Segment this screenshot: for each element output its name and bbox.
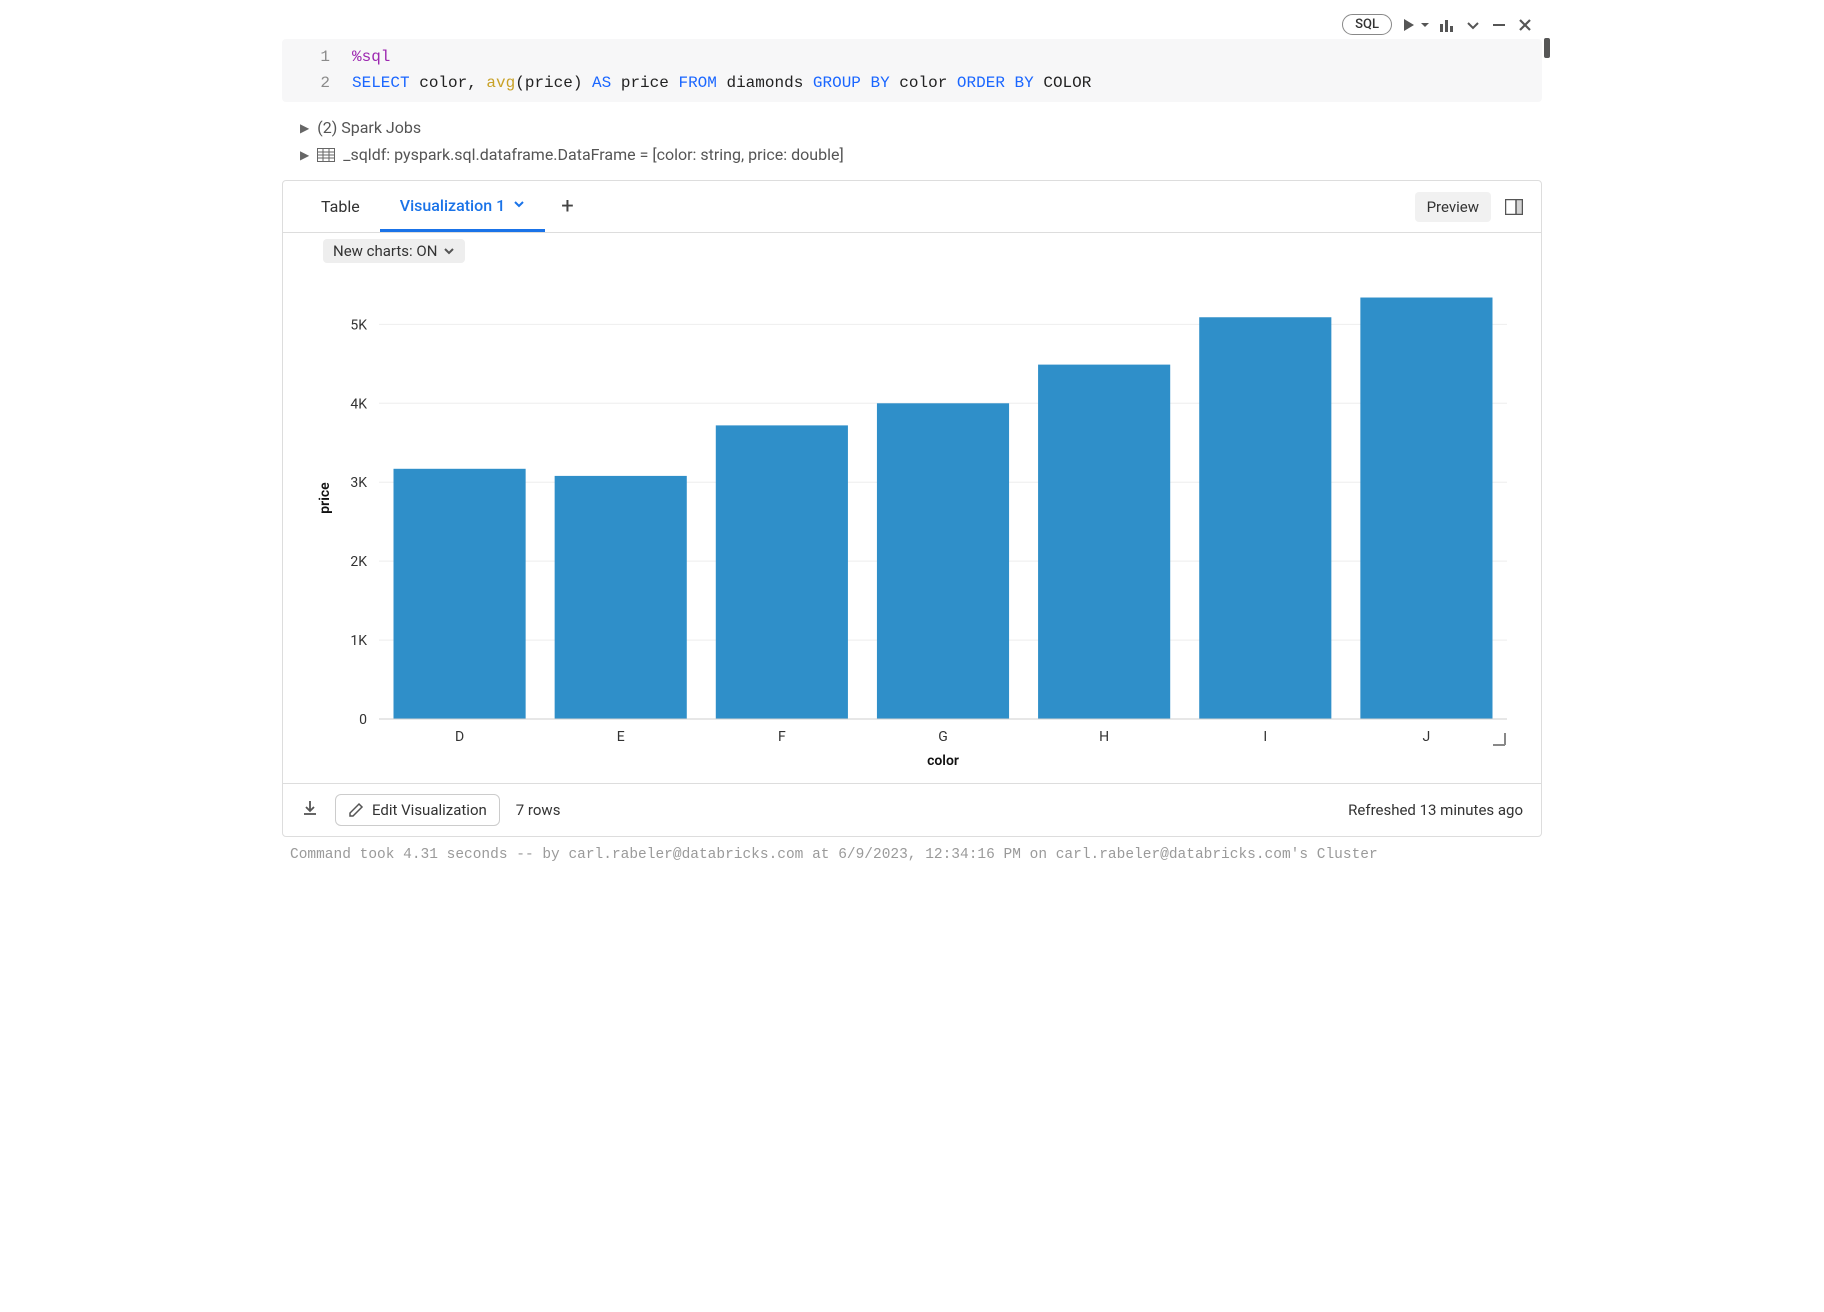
- chart-icon[interactable]: [1438, 16, 1456, 34]
- bar-I[interactable]: [1199, 317, 1331, 719]
- caret-right-icon: ▶: [300, 148, 309, 162]
- command-took: Command took 4.31 seconds -- by carl.rab…: [282, 837, 1542, 869]
- code-line: SELECT color, avg(price) AS price FROM d…: [352, 71, 1091, 97]
- svg-text:1K: 1K: [350, 633, 367, 649]
- svg-text:5K: 5K: [350, 318, 367, 334]
- svg-text:2K: 2K: [350, 554, 367, 570]
- line-number: 1: [282, 45, 352, 71]
- refreshed-label: Refreshed 13 minutes ago: [1348, 801, 1523, 819]
- visualization-panel: Table Visualization 1 + Preview New char…: [282, 180, 1542, 837]
- bar-E[interactable]: [555, 476, 687, 719]
- tabs-row: Table Visualization 1 + Preview: [283, 181, 1541, 233]
- svg-text:F: F: [778, 729, 786, 745]
- row-count: 7 rows: [516, 801, 561, 819]
- minimize-icon[interactable]: [1490, 16, 1508, 34]
- bar-H[interactable]: [1038, 365, 1170, 719]
- bar-J[interactable]: [1360, 298, 1492, 719]
- svg-text:E: E: [617, 729, 625, 745]
- add-tab-button[interactable]: +: [545, 194, 589, 219]
- line-number: 2: [282, 71, 352, 97]
- bar-F[interactable]: [716, 426, 848, 720]
- new-charts-toggle[interactable]: New charts: ON: [323, 239, 465, 263]
- download-icon[interactable]: [301, 799, 319, 821]
- caret-right-icon: ▶: [300, 121, 309, 135]
- chart-area: New charts: ON 0 1K 2K 3K 4K 5K D E F G H I Jcolor pr…: [283, 233, 1541, 783]
- svg-text:price: price: [317, 482, 333, 514]
- side-panel-icon[interactable]: [1505, 198, 1523, 216]
- svg-text:0: 0: [359, 712, 367, 728]
- code-editor[interactable]: 1%sql2SELECT color, avg(price) AS price …: [282, 39, 1542, 102]
- svg-text:H: H: [1099, 729, 1109, 745]
- svg-text:color: color: [927, 753, 959, 769]
- code-line: %sql: [352, 45, 390, 71]
- dataframe-label: _sqldf: pyspark.sql.dataframe.DataFrame …: [343, 145, 843, 164]
- tab-table-label: Table: [321, 197, 360, 216]
- run-menu-caret-icon[interactable]: [1420, 16, 1430, 34]
- svg-text:G: G: [938, 729, 948, 745]
- close-icon[interactable]: [1516, 16, 1534, 34]
- svg-text:4K: 4K: [350, 396, 367, 412]
- run-icon[interactable]: [1400, 16, 1418, 34]
- svg-text:D: D: [455, 729, 464, 745]
- svg-text:I: I: [1263, 729, 1267, 745]
- panel-footer: Edit Visualization 7 rows Refreshed 13 m…: [283, 783, 1541, 836]
- pencil-icon: [348, 802, 364, 818]
- spark-jobs-label: (2) Spark Jobs: [317, 118, 421, 137]
- tab-visualization-label: Visualization 1: [400, 196, 505, 215]
- scroll-handle[interactable]: [1544, 38, 1550, 58]
- new-charts-label: New charts: ON: [333, 242, 437, 260]
- tab-table[interactable]: Table: [301, 181, 380, 232]
- cell-toolbar: SQL: [282, 10, 1542, 39]
- bar-chart: 0 1K 2K 3K 4K 5K D E F G H I Jcolor price: [293, 237, 1531, 777]
- chevron-down-icon[interactable]: [1464, 16, 1482, 34]
- preview-button[interactable]: Preview: [1415, 192, 1491, 222]
- tab-visualization[interactable]: Visualization 1: [380, 181, 545, 232]
- language-pill[interactable]: SQL: [1342, 14, 1392, 35]
- spark-jobs-row[interactable]: ▶ (2) Spark Jobs: [300, 114, 1542, 141]
- bar-D[interactable]: [394, 469, 526, 719]
- dataframe-row[interactable]: ▶ _sqldf: pyspark.sql.dataframe.DataFram…: [300, 141, 1542, 168]
- bar-G[interactable]: [877, 403, 1009, 719]
- dataframe-icon: [317, 148, 335, 162]
- svg-text:3K: 3K: [350, 475, 367, 491]
- edit-visualization-button[interactable]: Edit Visualization: [335, 794, 500, 826]
- svg-text:J: J: [1423, 729, 1431, 745]
- edit-visualization-label: Edit Visualization: [372, 801, 487, 819]
- chevron-down-icon[interactable]: [513, 198, 525, 213]
